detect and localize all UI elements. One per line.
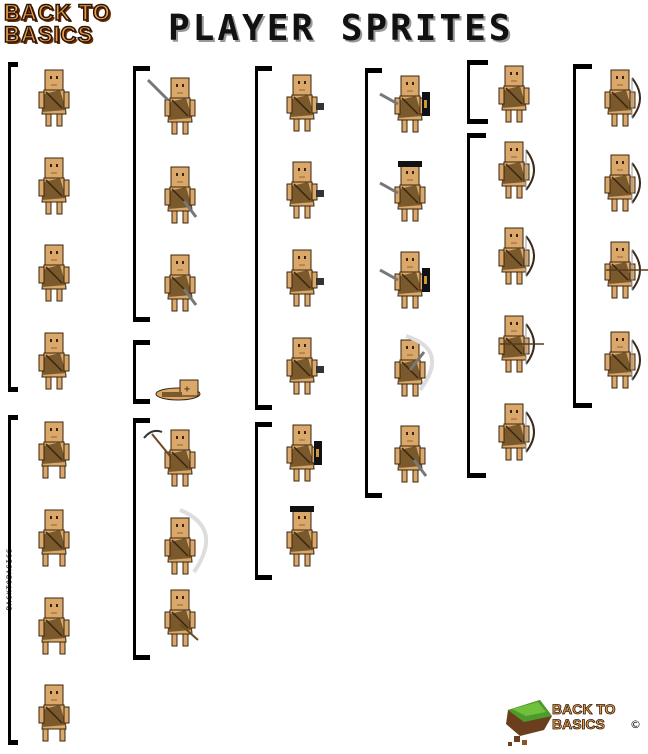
player-sprite [143,429,196,487]
player-sprite [38,157,70,215]
player-sprite [38,332,70,390]
player-sprite [164,508,209,575]
group-bracket [467,60,488,124]
player-sprite [379,75,430,133]
player-sprite [38,69,70,127]
group-bracket [133,418,150,660]
page-title: PLAYER SPRITES [168,8,514,49]
player-sprite [164,254,198,312]
back-to-basics-logo: BACK TO BASICS [3,0,130,48]
group-bracket [133,340,150,404]
player-sprite [38,597,70,655]
player-sprite [604,331,641,389]
group-bracket [255,422,272,580]
player-sprite [164,166,198,224]
player-sprite [286,249,324,307]
player-sprite [286,74,324,132]
player-sprite [498,65,530,123]
player-sprite [38,421,70,479]
player-sprite [379,251,430,309]
player-sprite [604,241,648,299]
group-bracket [133,66,150,322]
player-sprite [604,154,641,212]
player-sprite [38,244,70,302]
player-sprite [38,684,70,742]
player-sprite [498,315,544,373]
svg-text:+: + [184,384,190,395]
player-sprite [498,141,535,199]
player-sprite [286,506,318,567]
player-sprite [286,424,322,482]
logo-line-2: BASICS [3,22,94,47]
player-sprite [146,77,196,135]
group-bracket [365,68,382,498]
group-bracket [8,62,18,392]
group-bracket [573,64,592,408]
copyright-symbol: © [630,718,641,731]
group-bracket [8,415,18,745]
grass-block-icon [506,700,552,746]
player-sprite [604,69,641,127]
player-sprite [394,425,428,483]
player-sprite [286,161,324,219]
player-sprite [394,334,435,397]
player-sprite [38,509,70,567]
group-bracket [467,133,486,478]
footer-logo-line-2: BASICS [552,716,606,732]
player-sprite [498,403,535,461]
player-sprite [498,227,535,285]
footer-logo: BACK TO BASICS © [500,696,646,748]
player-sprite [286,337,324,395]
player-sprite [379,161,426,222]
footer-logo-line-1: BACK TO [552,701,616,717]
player-sprite [164,589,199,647]
logo-line-1: BACK TO [3,0,111,25]
player-sprite: + [155,379,201,401]
group-bracket [255,66,272,410]
side-watermark: BACKTOBASICS [5,547,14,611]
